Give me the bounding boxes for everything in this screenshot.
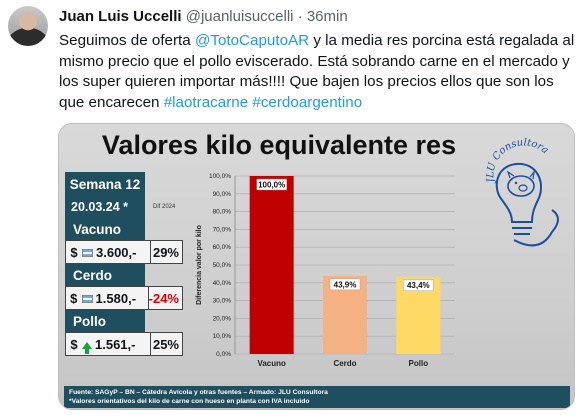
category-label-cerdo: Cerdo: [65, 264, 145, 286]
date-label: 20.03.24 *: [65, 196, 145, 218]
tweet-timestamp[interactable]: 36min: [306, 8, 348, 25]
argentina-flag-icon: [82, 249, 93, 258]
y-tick-label: 0,0%: [216, 351, 231, 358]
author-name[interactable]: Juan Luis Uccelli: [59, 8, 182, 25]
category-label-vacuno: Vacuno: [65, 218, 145, 240]
pct-change: 29%: [150, 241, 182, 263]
pct-change: -24%: [147, 287, 182, 309]
y-tick-label: 80,0%: [213, 209, 232, 216]
x-category-label: Cerdo: [333, 359, 356, 368]
data-label-box: [256, 178, 287, 191]
tweet-text-part: y la media res porcina está regalada al …: [59, 32, 575, 111]
y-tick-label: 60,0%: [213, 244, 232, 251]
argentina-flag-icon: [81, 295, 93, 304]
y-axis-label: Diferencia valor por kilo: [196, 225, 203, 305]
image-footer: Fuente: SAGyP – BN – Cátedra Avícola y o…: [64, 386, 570, 408]
currency-sign: $: [70, 290, 78, 306]
price-value: 1.580,-: [95, 290, 137, 306]
data-label-box: [329, 278, 361, 291]
category-label-pollo: Pollo: [65, 310, 145, 332]
price-row-vacuno: $ 3.600,- 29%: [65, 240, 183, 264]
data-label: 100,0%: [258, 181, 285, 190]
tweet-header: Juan Luis Uccelli @juanluisuccelli · 36m…: [59, 8, 348, 25]
author-avatar[interactable]: [8, 6, 48, 46]
y-tick-label: 20,0%: [213, 315, 232, 322]
source-note: Fuente: SAGyP – BN – Cátedra Avícola y o…: [69, 389, 328, 396]
price-row-pollo: $ 1.561,- 25%: [65, 332, 183, 356]
tweet-text: Seguimos de oferta @TotoCaputoAR y la me…: [59, 31, 579, 113]
pct-change: 25%: [150, 333, 182, 355]
tweet-text-part: Seguimos de oferta: [59, 32, 195, 49]
mention-link[interactable]: @TotoCaputoAR: [194, 32, 310, 49]
dif-header: Dif 2024: [153, 204, 176, 210]
tweet-image[interactable]: Valores kilo equivalente res JLU Consult…: [58, 123, 575, 410]
y-tick-label: 10,0%: [213, 333, 232, 340]
y-tick-label: 30,0%: [213, 298, 232, 305]
bar-chart: 0,0% 10,0% 20,0% 30,0% 40,0% 50,0% 60,0% 70,0% 8…: [196, 173, 455, 368]
y-tick-label: 100,0%: [209, 173, 231, 180]
y-tick-label: 40,0%: [213, 280, 232, 287]
data-label: 43,9%: [334, 280, 357, 289]
price-table: Semana 12 20.03.24 * Dif 2024 Vacuno $ 3…: [65, 172, 183, 356]
data-label-box: [403, 279, 434, 291]
price-row-cerdo: $ 1.580,- -24%: [65, 286, 183, 310]
hashtag-link[interactable]: #cerdoargentino: [252, 93, 363, 111]
up-arrow-icon: [82, 341, 92, 354]
price-value: 3.600,-: [96, 244, 137, 260]
hashtag-link[interactable]: #laotracarne: [163, 93, 249, 111]
data-label: 43,4%: [407, 281, 430, 290]
price-value: 1.561,-: [95, 336, 136, 352]
week-label: Semana 12: [65, 172, 145, 196]
currency-sign: $: [70, 336, 78, 352]
image-title: Valores kilo equivalente res: [101, 130, 457, 160]
consultora-logo-icon: JLU Consultora: [485, 137, 559, 247]
separator-dot: ·: [297, 8, 303, 25]
y-tick-label: 50,0%: [213, 262, 232, 269]
x-category-label: Pollo: [409, 359, 429, 368]
y-tick-label: 70,0%: [213, 226, 232, 233]
y-tick-label: 90,0%: [213, 191, 232, 198]
bar-vacuno: [249, 176, 294, 354]
author-handle[interactable]: @juanluisuccelli: [185, 8, 294, 25]
logo-text: JLU Consultora: [485, 137, 550, 185]
currency-sign: $: [70, 244, 78, 260]
x-category-label: Vacuno: [257, 359, 286, 368]
disclaimer-note: *Valores orientativos del kilo de carne …: [69, 398, 310, 405]
